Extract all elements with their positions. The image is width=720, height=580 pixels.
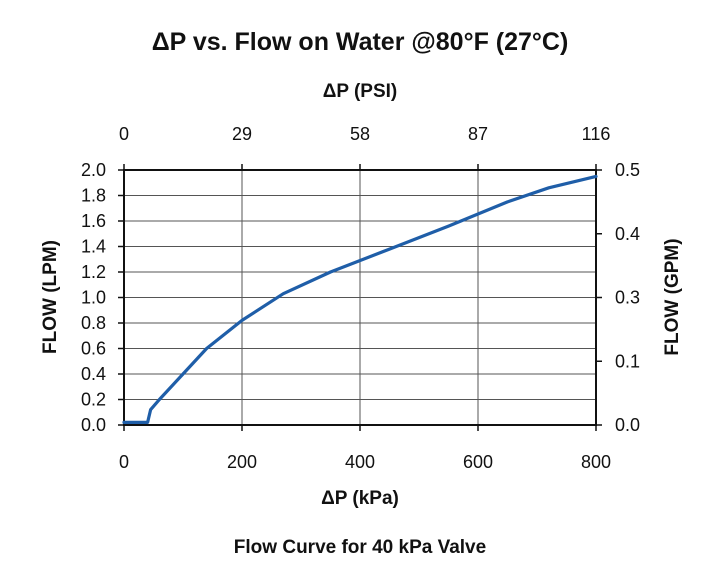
x2-tick-label: 58	[350, 124, 370, 144]
x2-tick-label: 116	[582, 124, 611, 144]
x-tick-label: 0	[119, 452, 129, 472]
y-tick-label: 0.0	[81, 415, 106, 435]
y2-tick-label: 0.1	[615, 351, 640, 371]
y-tick-label: 1.2	[81, 262, 106, 282]
top-tick-labels: 0 29 58 87 116	[119, 124, 610, 144]
chart-caption: Flow Curve for 40 kPa Valve	[234, 537, 486, 558]
gridlines	[124, 170, 596, 425]
y-tick-label: 1.8	[81, 186, 106, 206]
x-tick-label: 600	[463, 452, 493, 472]
x-axis-title: ΔP (kPa)	[321, 488, 399, 509]
x2-tick-label: 87	[468, 124, 488, 144]
y2-tick-label: 0.0	[615, 415, 640, 435]
chart-title: ΔP vs. Flow on Water @80°F (27°C)	[152, 28, 569, 56]
flow-curve	[122, 174, 598, 424]
right-tick-labels: 0.0 0.1 0.3 0.4 0.5	[615, 160, 640, 435]
y2-tick-label: 0.4	[615, 224, 640, 244]
y-tick-label: 0.4	[81, 364, 106, 384]
y-tick-label: 0.8	[81, 313, 106, 333]
top-axis-title: ΔP (PSI)	[323, 81, 398, 102]
y-tick-label: 1.6	[81, 211, 106, 231]
left-tick-labels: 0.0 0.2 0.4 0.6 0.8 1.0 1.2 1.4 1.6 1.8 2.0	[81, 160, 106, 435]
x-tick-label: 400	[345, 452, 375, 472]
y-tick-label: 1.4	[81, 237, 106, 257]
tick-marks	[118, 164, 602, 431]
y-axis-title: FLOW (LPM)	[40, 240, 61, 354]
y2-tick-label: 0.3	[615, 288, 640, 308]
x2-tick-label: 0	[119, 124, 129, 144]
y-tick-label: 0.6	[81, 339, 106, 359]
x-tick-label: 200	[227, 452, 257, 472]
y-tick-label: 0.2	[81, 390, 106, 410]
x-tick-label: 800	[581, 452, 611, 472]
y-tick-label: 1.0	[81, 288, 106, 308]
x2-tick-label: 29	[232, 124, 252, 144]
right-axis-title: FLOW (GPM)	[662, 238, 683, 355]
y-tick-label: 2.0	[81, 160, 106, 180]
bottom-tick-labels: 0 200 400 600 800	[119, 452, 611, 472]
y2-tick-label: 0.5	[615, 160, 640, 180]
